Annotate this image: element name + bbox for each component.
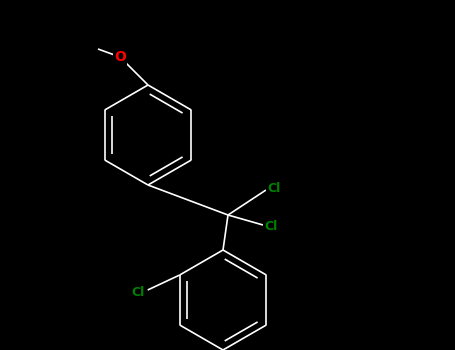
Text: O: O <box>114 50 126 64</box>
Text: Cl: Cl <box>131 286 144 299</box>
Text: Cl: Cl <box>264 220 278 233</box>
Text: Cl: Cl <box>268 182 281 195</box>
